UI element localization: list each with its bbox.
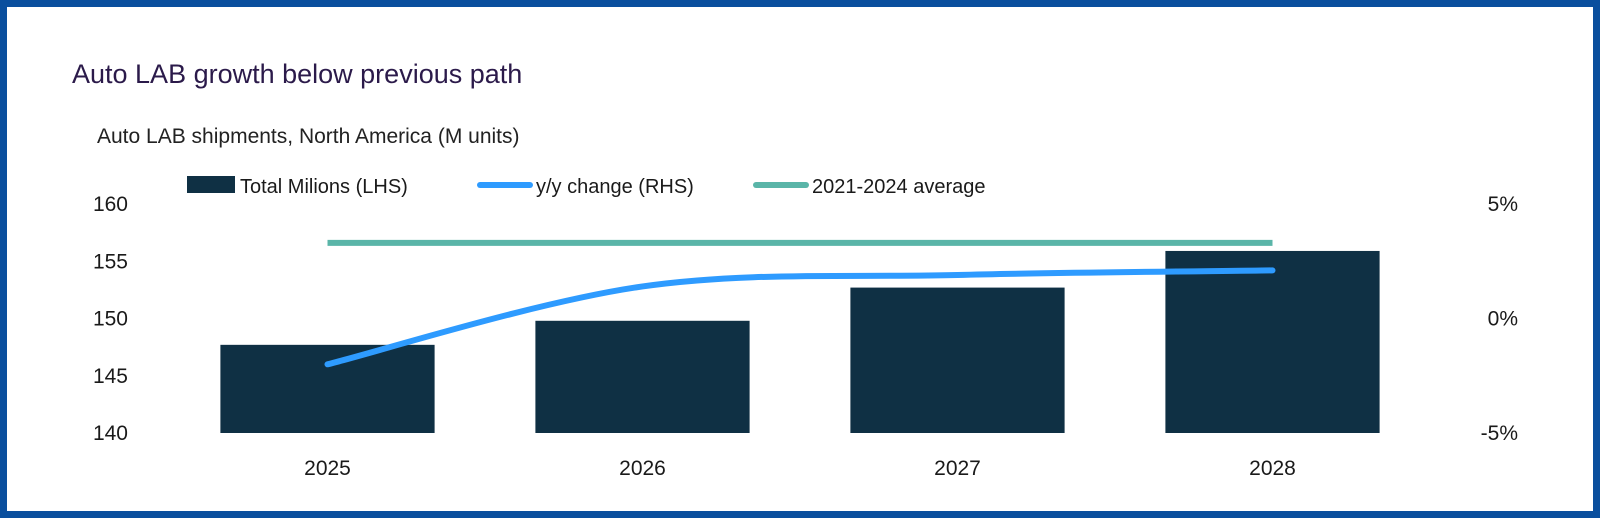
legend-label-yoy: y/y change (RHS) (536, 176, 694, 198)
bar-2025 (220, 344, 435, 433)
chart-title: Auto LAB growth below previous path (72, 59, 523, 89)
legend-swatch-total (187, 176, 235, 193)
left-axis-tick-label: 160 (93, 193, 128, 216)
legend-label-average: 2021-2024 average (812, 176, 985, 198)
legend-label-total: Total Milions (LHS) (240, 176, 408, 198)
chart-legend: Total Milions (LHS) y/y change (RHS) 202… (187, 176, 985, 198)
x-axis-tick-label: 2027 (934, 457, 981, 480)
x-axis-tick-label: 2025 (304, 457, 351, 480)
yoy-series-line (324, 267, 1276, 368)
left-axis-tick-label: 155 (93, 250, 128, 273)
x-axis-tick-label: 2028 (1249, 457, 1296, 480)
bar-2028 (1165, 250, 1380, 433)
right-axis-tick-label: 0% (1488, 308, 1518, 331)
left-axis-tick-label: 150 (93, 308, 128, 331)
left-axis-tick-label: 145 (93, 365, 128, 388)
chart-subtitle: Auto LAB shipments, North America (M uni… (97, 125, 520, 148)
x-axis-tick-label: 2026 (619, 457, 666, 480)
bar-2027 (850, 287, 1065, 433)
right-axis-tick-label: 5% (1488, 193, 1518, 216)
right-axis-tick-label: -5% (1481, 422, 1518, 445)
bar-2026 (535, 320, 750, 433)
left-axis-tick-label: 140 (93, 422, 128, 445)
